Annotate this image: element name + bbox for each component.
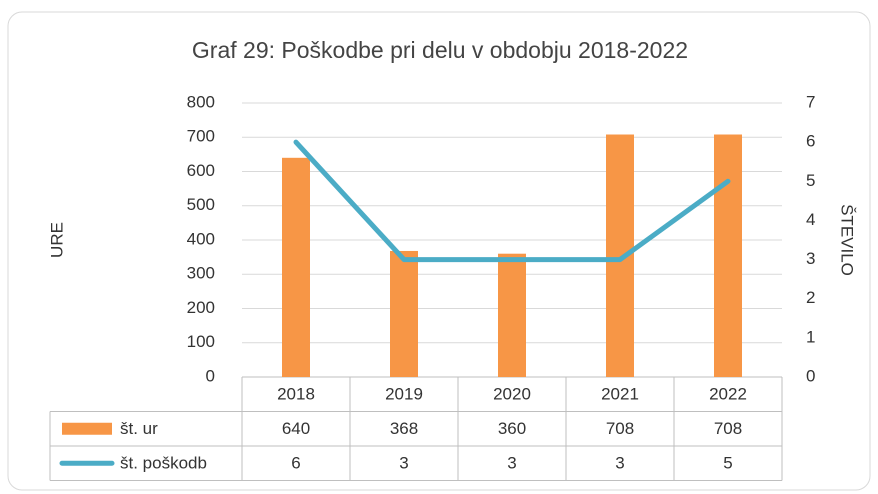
y-axis-label: URE [47, 222, 66, 258]
bar [282, 157, 310, 377]
table-value: 5 [723, 454, 732, 473]
y2-axis-label: ŠTEVILO [838, 204, 857, 276]
legend-label: št. poškodb [120, 454, 207, 473]
y-tick-label: 100 [187, 332, 215, 351]
y-tick-label: 500 [187, 195, 215, 214]
x-tick-label: 2021 [601, 385, 639, 404]
chart-card [7, 11, 871, 491]
table-value: 3 [399, 454, 408, 473]
bar [498, 253, 526, 377]
bar [606, 134, 634, 377]
y-tick-label: 0 [206, 366, 215, 385]
table-value: 6 [291, 454, 300, 473]
y-tick-label: 800 [187, 92, 215, 111]
y2-tick-label: 3 [806, 249, 815, 268]
y2-tick-label: 0 [806, 366, 815, 385]
y2-tick-label: 4 [806, 210, 815, 229]
y-tick-label: 700 [187, 127, 215, 146]
table-value: 368 [390, 419, 418, 438]
y-tick-label: 400 [187, 229, 215, 248]
table-value: 3 [615, 454, 624, 473]
x-tick-label: 2018 [277, 385, 315, 404]
y2-tick-label: 5 [806, 171, 815, 190]
legend-key [62, 422, 112, 435]
y2-tick-label: 6 [806, 132, 815, 151]
x-tick-label: 2022 [709, 385, 747, 404]
x-tick-label: 2020 [493, 385, 531, 404]
y-tick-label: 600 [187, 161, 215, 180]
table-value: 708 [714, 419, 742, 438]
bar [390, 250, 418, 377]
table-value: 640 [282, 419, 310, 438]
chart-title: Graf 29: Poškodbe pri delu v obdobju 201… [192, 37, 688, 63]
y-tick-label: 200 [187, 298, 215, 317]
y2-tick-label: 7 [806, 92, 815, 111]
line [293, 139, 731, 263]
x-tick-label: 2019 [385, 385, 423, 404]
bar [714, 134, 742, 377]
table-value: 360 [498, 419, 526, 438]
y-tick-label: 300 [187, 264, 215, 283]
y2-tick-label: 1 [806, 327, 815, 346]
table-value: 3 [507, 454, 516, 473]
legend-label: št. ur [120, 419, 158, 438]
y2-tick-label: 2 [806, 288, 815, 307]
table-value: 708 [606, 419, 634, 438]
